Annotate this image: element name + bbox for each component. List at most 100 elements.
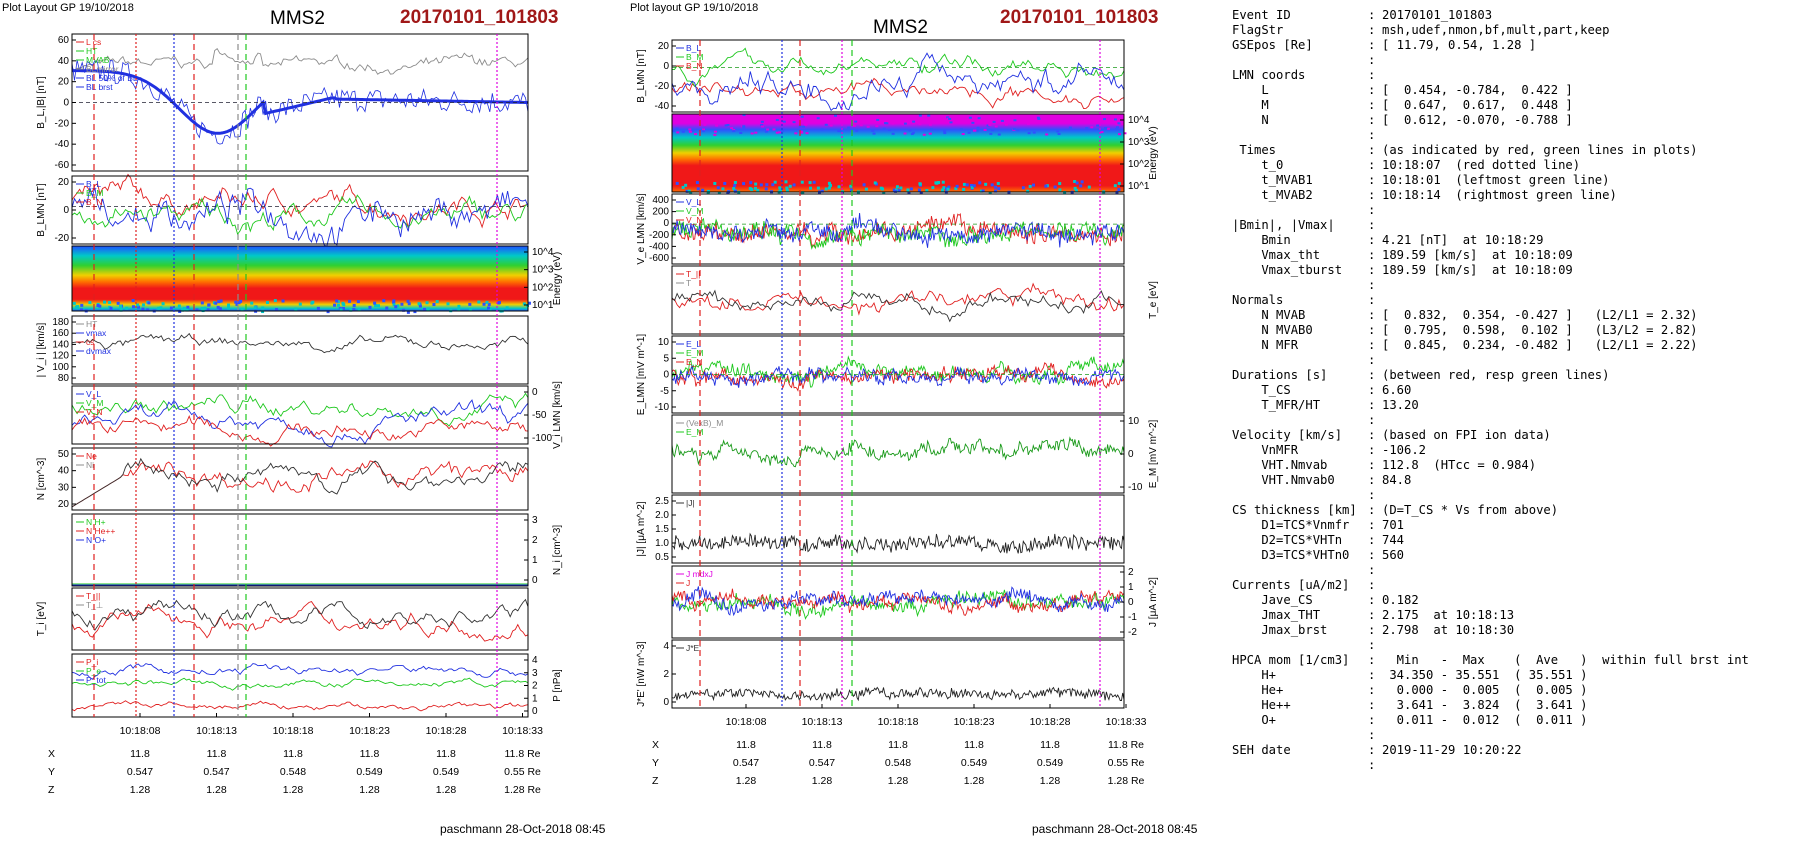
- ephemeris-value: 1.28: [1040, 775, 1061, 787]
- spectrogram-speck: [402, 308, 406, 312]
- y-tick-label: -5: [660, 386, 669, 397]
- ephemeris-value: 1.28: [206, 784, 227, 796]
- spectrogram-speck: [808, 181, 812, 185]
- panel-mid-0: 20 0 -20 -40 B_LMN [nT] B_LB_MB_N: [636, 39, 1125, 113]
- spectrogram-speck: [978, 181, 982, 185]
- spectrogram-speck: [800, 180, 804, 184]
- y-tick-label: 10^2: [1128, 159, 1150, 170]
- y-axis-label: E_LMN [mV m^-1]: [636, 334, 647, 416]
- legend-entry: cs: [86, 337, 95, 347]
- info-key: D3=TCS*VHTn0: [1232, 548, 1350, 562]
- y-tick-label: 1: [1128, 582, 1134, 593]
- x-tick-label: 10:18:33: [502, 725, 543, 737]
- info-colon: :: [1368, 203, 1376, 217]
- y-tick-label: 0: [532, 706, 538, 717]
- info-key: Normals: [1232, 293, 1284, 307]
- panel-bg: [672, 495, 1124, 563]
- info-value: [ 0.612, -0.070, -0.788 ]: [1382, 113, 1573, 127]
- info-key: Durations [s]: [1232, 368, 1328, 382]
- legend-entry: T_||: [686, 269, 700, 279]
- info-colon: :: [1368, 158, 1376, 172]
- series-line: [672, 213, 1125, 248]
- info-value: 10:18:01 (leftmost green line): [1382, 173, 1610, 187]
- y-tick-label: 20: [58, 77, 70, 88]
- spectrogram-speck: [336, 303, 340, 307]
- info-colon: :: [1368, 623, 1376, 637]
- spectrogram-speck: [688, 128, 692, 131]
- series-line: [71, 663, 529, 680]
- spectrogram-speck: [838, 129, 842, 132]
- spectrogram-speck: [742, 126, 746, 129]
- spectrogram-speck: [294, 307, 298, 311]
- x-tick-label: 10:18:18: [273, 725, 314, 737]
- spectrogram-speck: [732, 186, 736, 190]
- spectrogram-speck: [792, 183, 796, 187]
- spectrogram-speck: [955, 184, 959, 188]
- spectrogram-speck: [976, 126, 980, 129]
- y-tick-label: 0: [663, 697, 669, 708]
- spectrogram-speck: [227, 303, 231, 307]
- y-tick-label: 20: [58, 177, 70, 188]
- spectrogram-speck: [941, 188, 945, 192]
- spectrogram-speck: [1123, 132, 1127, 135]
- series-line: [71, 415, 529, 447]
- info-colon: :: [1368, 23, 1376, 37]
- spectrogram-speck: [753, 186, 757, 190]
- spectrogram-speck: [695, 181, 699, 185]
- mid-layout-label: Plot layout GP 19/10/2018: [630, 2, 759, 14]
- spectrogram-speck: [119, 304, 123, 308]
- info-value: [ 11.79, 0.54, 1.28 ]: [1382, 38, 1537, 52]
- spectrogram-speck: [146, 308, 150, 312]
- spectrogram-speck: [109, 306, 113, 310]
- info-colon: :: [1368, 503, 1376, 517]
- spectrogram-speck: [396, 304, 400, 308]
- spectrogram-speck: [522, 302, 526, 306]
- spectrogram-speck: [764, 187, 768, 191]
- legend-entry: V_M: [686, 206, 703, 216]
- spectrogram-speck: [406, 299, 410, 303]
- spectrogram-speck: [997, 187, 1001, 191]
- ephemeris-value: 1.28: [964, 775, 985, 787]
- y-tick-label: 0: [532, 575, 538, 586]
- info-colon: :: [1368, 458, 1376, 472]
- legend-entry: HT: [86, 46, 97, 56]
- spectrogram-speck: [748, 187, 752, 191]
- spectrogram-speck: [927, 114, 931, 117]
- ephemeris-value: 0.547: [809, 757, 835, 769]
- spectrogram-speck: [1021, 186, 1025, 190]
- y-tick-label: 10^3: [532, 265, 554, 276]
- info-value: 560: [1382, 548, 1405, 562]
- legend-entry: P_tot: [86, 675, 106, 685]
- spectrogram-speck: [943, 132, 947, 135]
- spectrogram-speck: [894, 189, 898, 193]
- spectrogram-speck: [937, 181, 941, 185]
- ephemeris-value: 0.548: [280, 766, 306, 778]
- spectrogram-speck: [859, 124, 863, 127]
- info-colon: :: [1368, 608, 1376, 622]
- y-tick-label: 1.5: [655, 524, 669, 535]
- ephemeris-value: 11.8 Re: [1108, 739, 1144, 751]
- ephemeris-label: Z: [652, 775, 659, 787]
- series-line: [671, 532, 1125, 554]
- y-tick-label: 2: [532, 535, 538, 546]
- y-tick-label: 40: [58, 466, 70, 477]
- spectrogram-speck: [1090, 126, 1094, 129]
- spectrogram-speck: [910, 132, 914, 135]
- panel-bg: [672, 194, 1124, 264]
- mid-spacecraft-title: MMS2: [873, 17, 928, 38]
- panel-frame: [71, 245, 529, 312]
- spectrogram-speck: [885, 122, 889, 125]
- legend-entry: L cs: [86, 37, 101, 47]
- spectrogram-speck: [726, 191, 730, 195]
- spectrogram-speck: [739, 131, 743, 134]
- spectrogram-speck: [842, 116, 846, 119]
- legend-entry: B_N: [686, 61, 703, 71]
- spectrogram-speck: [75, 305, 79, 309]
- series-line: [671, 77, 1125, 109]
- spectrogram-speck: [721, 187, 725, 191]
- spectrogram-speck: [681, 185, 685, 189]
- spectrogram-speck: [968, 116, 972, 119]
- ephemeris-value: 0.547: [127, 766, 153, 778]
- info-colon: :: [1368, 98, 1376, 112]
- x-tick-label: 10:18:08: [120, 725, 161, 737]
